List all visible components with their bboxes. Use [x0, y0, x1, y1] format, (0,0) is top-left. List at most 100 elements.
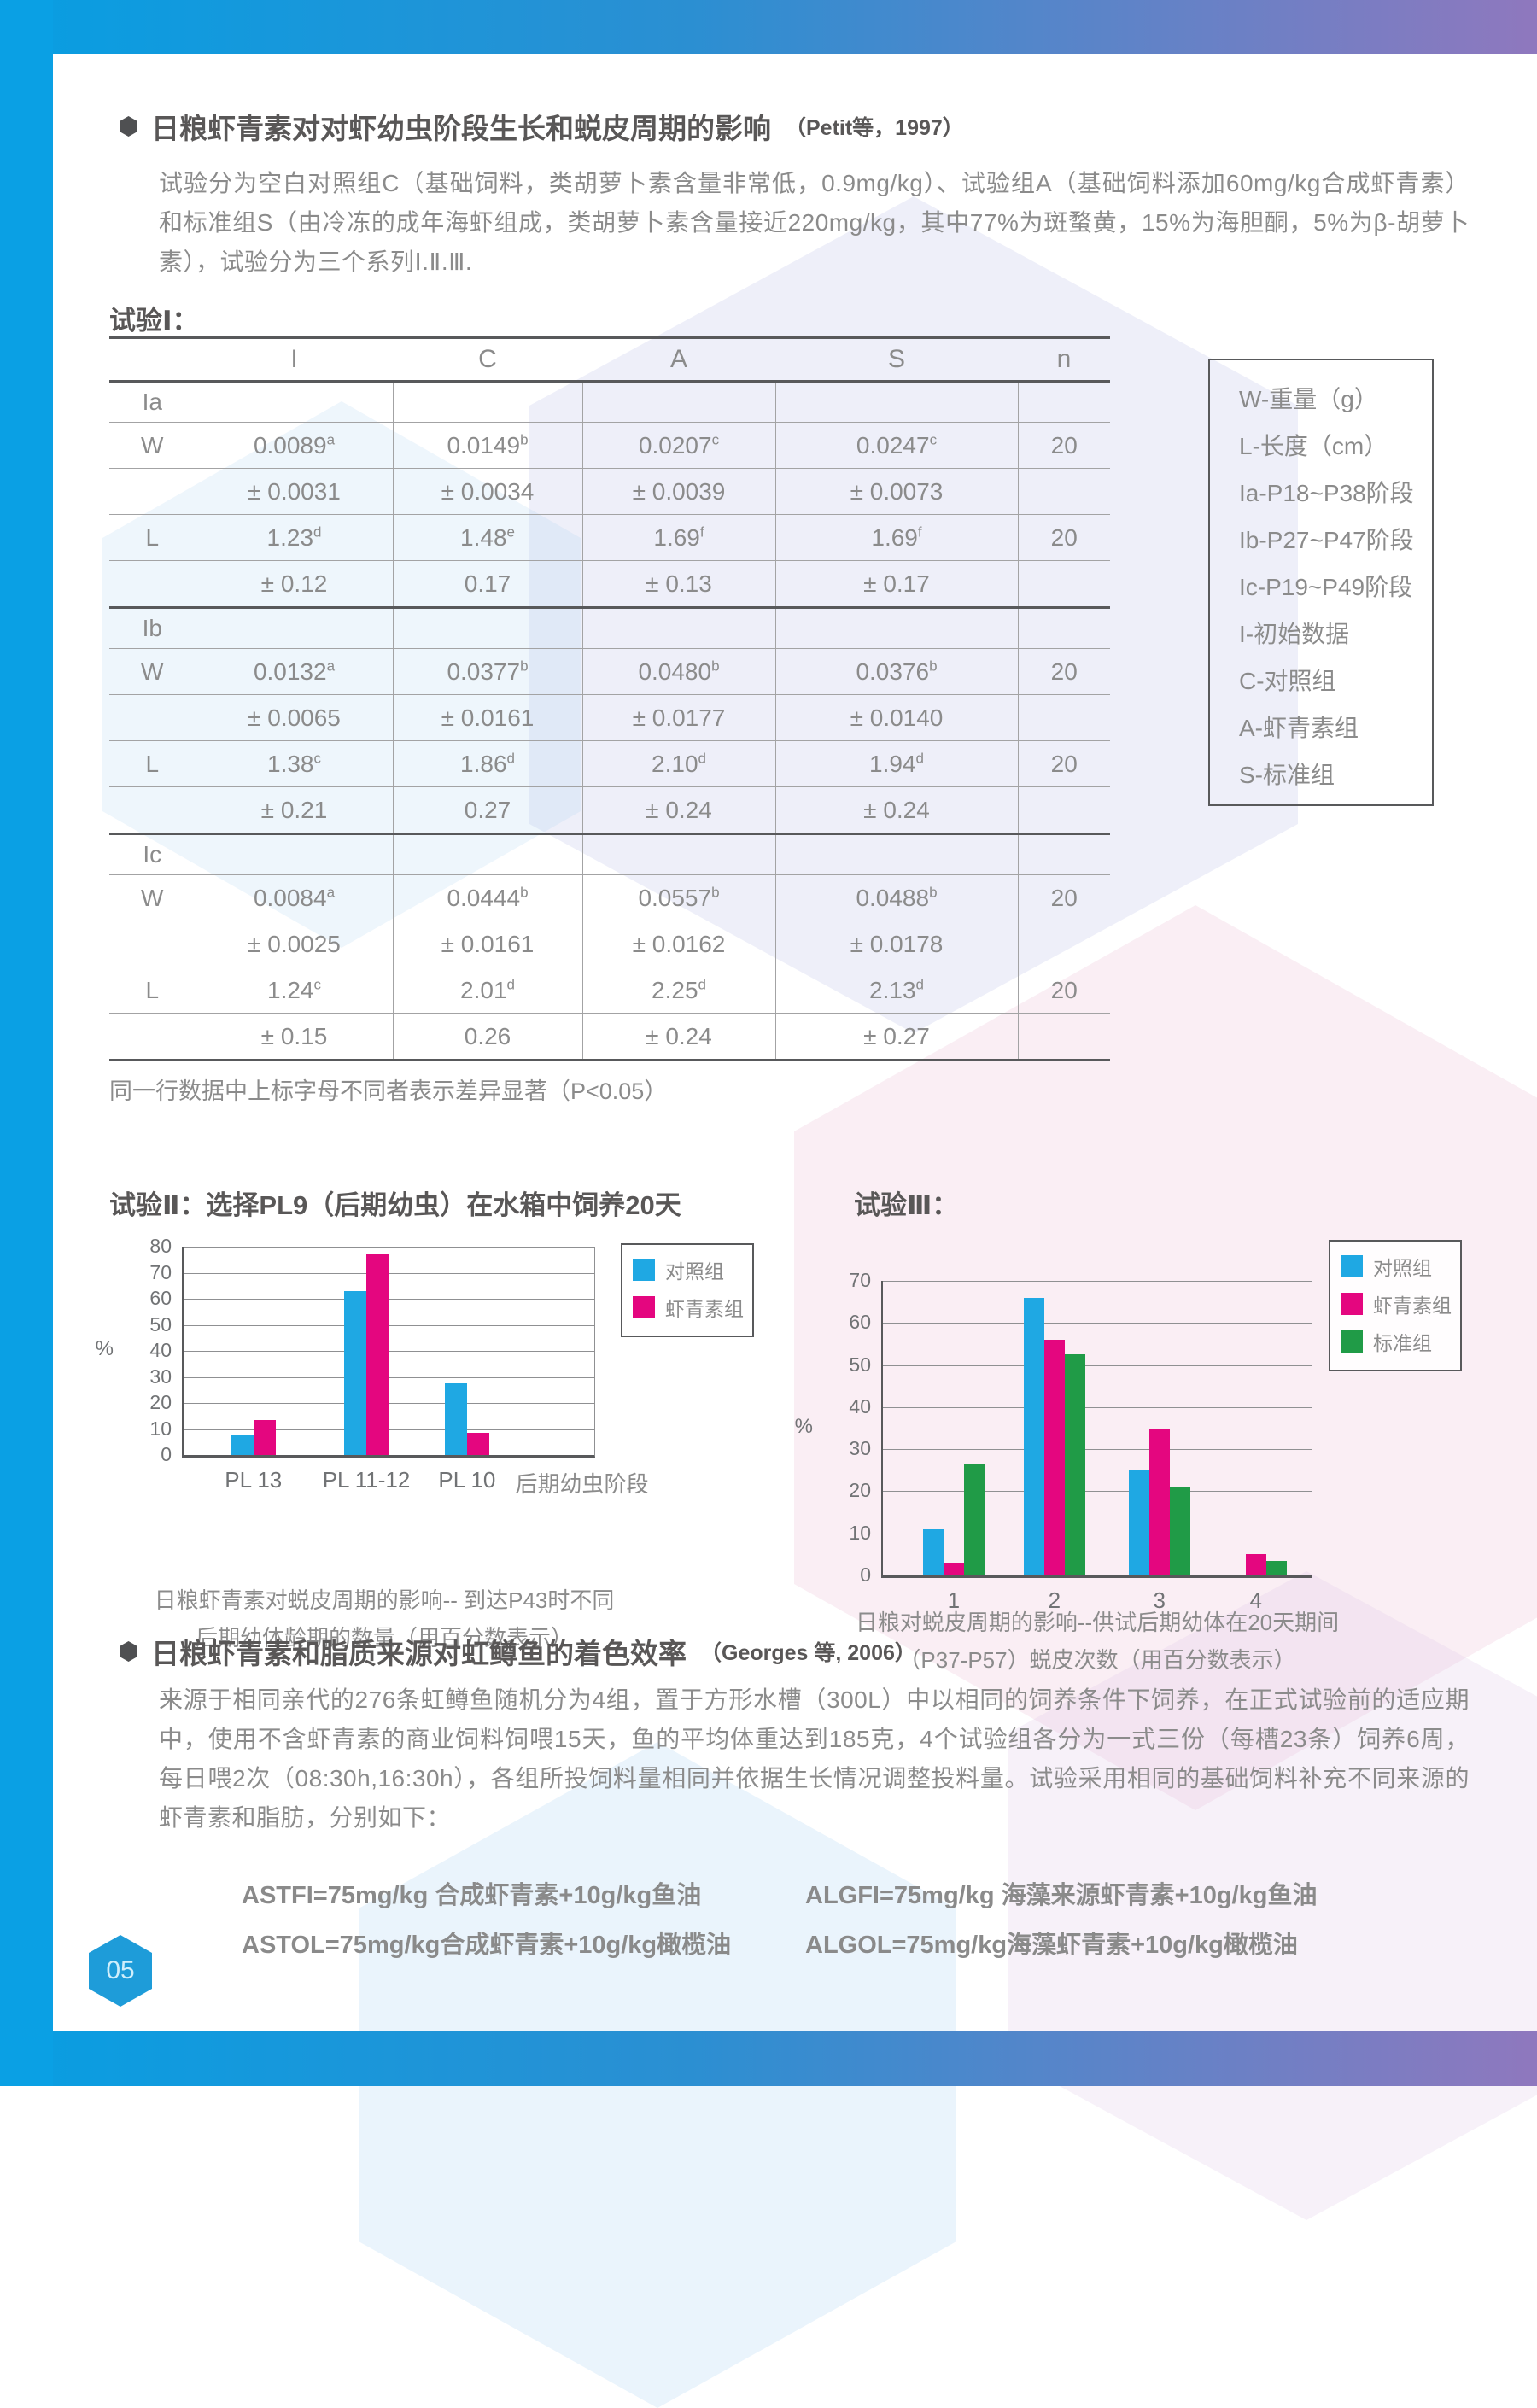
gridline: [883, 1491, 1312, 1493]
y-axis-tick-label: 60: [149, 1287, 172, 1309]
key-item: Ia-P18~P38阶段: [1239, 480, 1414, 506]
legend-label: 虾青素组: [1373, 1295, 1452, 1317]
gridline: [184, 1376, 594, 1378]
table-cell: 20: [1017, 422, 1110, 469]
table-cell: 0.0557b: [581, 874, 775, 921]
table-cell: 0.0149b: [392, 422, 582, 469]
hexagon-bullet-icon: [120, 116, 137, 137]
y-axis-tick-label: 70: [849, 1269, 871, 1291]
bar-虾青素组: [1043, 1340, 1065, 1575]
table-row: Ib: [109, 606, 1110, 649]
table-cell: 0.0132a: [195, 648, 393, 695]
table-cell: L: [109, 514, 196, 561]
table-cell: 20: [1017, 874, 1110, 921]
key-item: I-初始数据: [1239, 621, 1350, 647]
table-cell: [1017, 694, 1110, 741]
table-cell: 0.27: [392, 786, 582, 834]
top-gradient-bar: [0, 0, 1537, 54]
legend-swatch: [633, 1296, 655, 1318]
experiment3-bar-chart: 0 10 20 30 40 50 60 70% 1 2 3 4: [795, 1271, 1312, 1613]
key-item: L-长度（cm）: [1239, 433, 1388, 459]
table-cell: 20: [1017, 740, 1110, 787]
y-axis-tick-label: 30: [849, 1437, 871, 1460]
gridline: [184, 1299, 594, 1300]
x-axis-category-label: PL 11-12: [322, 1467, 411, 1493]
table-cell: ± 0.12: [195, 560, 393, 608]
section2-heading: 日粮虾青素和脂质来源对虹鳟鱼的着色效率 （Georges 等, 2006）: [120, 1631, 916, 1672]
bar-虾青素组: [366, 1253, 389, 1455]
table-cell: 0.0376b: [774, 648, 1018, 695]
section1-reference: （Petit等，1997）: [785, 116, 964, 140]
table-cell: 0.0247c: [774, 422, 1018, 469]
table-row: ± 0.21 0.27 ± 0.24 ± 0.24: [109, 786, 1110, 834]
y-axis-tick-label: 0: [161, 1443, 172, 1465]
table-column-header: C: [393, 337, 582, 383]
y-axis-tick-label: 60: [849, 1311, 871, 1334]
table-cell: ± 0.0065: [195, 694, 393, 741]
table-cell: W: [109, 874, 196, 921]
table-cell: 20: [1017, 648, 1110, 695]
key-item: A-虾青素组: [1239, 715, 1359, 741]
table-cell: 2.13d: [774, 967, 1018, 1014]
table-cell: [392, 833, 582, 875]
table-cell: ± 0.15: [195, 1013, 393, 1061]
hexagon-bullet-icon: [120, 1641, 137, 1662]
experiment2-chart-legend: 对照组 虾青素组: [621, 1243, 754, 1337]
table-column-header: S: [775, 337, 1018, 383]
table-column-header: n: [1018, 337, 1110, 383]
table-cell: ± 0.0034: [392, 468, 582, 515]
y-axis-tick-label: 40: [149, 1339, 172, 1361]
table-cell: 0.0377b: [392, 648, 582, 695]
table-cell: ± 0.0178: [774, 921, 1018, 967]
bar-虾青素组: [253, 1419, 276, 1455]
section2-paragraph: 来源于相同亲代的276条虹鳟鱼随机分为4组，置于方形水槽（300L）中以相同的饲…: [159, 1686, 1470, 1831]
legend-swatch: [1341, 1293, 1363, 1315]
gridline: [184, 1324, 594, 1326]
table-cell: ± 0.0025: [195, 921, 393, 967]
table-cell: 20: [1017, 514, 1110, 561]
y-axis-tick-label: 10: [849, 1521, 871, 1544]
table-row: ± 0.0031 ± 0.0034 ± 0.0039 ± 0.0073: [109, 468, 1110, 515]
table-cell: 1.69f: [774, 514, 1018, 561]
x-axis-category-label: 2: [1048, 1587, 1061, 1613]
table-cell: [109, 468, 196, 515]
table-cell: ± 0.13: [581, 560, 775, 608]
table-row: L 1.38c 1.86d 2.10d 1.94d 20: [109, 740, 1110, 787]
y-axis-label: %: [95, 1337, 114, 1360]
y-axis-tick-label: 80: [149, 1235, 172, 1257]
section1-paragraph: 试验分为空白对照组C（基础饲料，类胡萝卜素含量非常低，0.9mg/kg）、试验组…: [159, 170, 1470, 275]
table-cell: ± 0.27: [774, 1013, 1018, 1061]
table-cell: 1.69f: [581, 514, 775, 561]
table-cell: ± 0.17: [774, 560, 1018, 608]
x-axis-title: 后期幼虫阶段: [515, 1471, 649, 1497]
legend-label: 标准组: [1373, 1332, 1432, 1354]
table-cell: [774, 381, 1018, 423]
table-cell: 1.24c: [195, 967, 393, 1014]
table-cell: [1017, 560, 1110, 608]
table-cell: 2.10d: [581, 740, 775, 787]
gridline: [184, 1247, 594, 1248]
y-axis-tick-label: 50: [849, 1353, 871, 1376]
table-cell: ± 0.0162: [581, 921, 775, 967]
bar-虾青素组: [943, 1563, 964, 1575]
table-cell: [774, 833, 1018, 875]
table-cell: ± 0.0161: [392, 921, 582, 967]
table-row: ± 0.0065 ± 0.0161 ± 0.0177 ± 0.0140: [109, 694, 1110, 741]
table-cell: 0.0444b: [392, 874, 582, 921]
legend-item: 虾青素组: [1341, 1289, 1452, 1318]
legend-item: 标准组: [1341, 1327, 1452, 1356]
bar-标准组: [1169, 1487, 1190, 1575]
table-cell: ± 0.0140: [774, 694, 1018, 741]
bar-对照组: [1023, 1297, 1044, 1575]
gridline: [184, 1429, 594, 1430]
experiment2-bar-chart: 0 10 20 30 40 50 60 70 80% PL 13 PL 11-12 PL 10 后期幼虫…: [96, 1236, 649, 1498]
abbreviation-key-box: W-重量（g） L-长度（cm） Ia-P18~P38阶段 Ib-P27~P47阶段 I…: [1208, 359, 1434, 806]
table-cell: [392, 381, 582, 423]
table-cell: 0.26: [392, 1013, 582, 1061]
legend-item: 对照组: [633, 1255, 744, 1284]
bar-标准组: [1265, 1560, 1287, 1575]
table-cell: [1017, 1013, 1110, 1061]
legend-item: 对照组: [1341, 1252, 1452, 1281]
